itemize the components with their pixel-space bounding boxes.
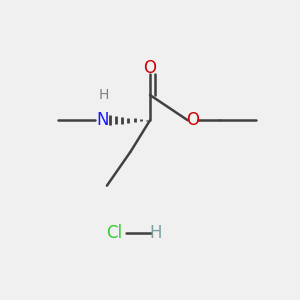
Text: H: H [150,224,162,242]
Text: N: N [96,111,109,129]
Text: Cl: Cl [106,224,122,242]
Text: H: H [99,88,109,102]
Text: O: O [143,59,157,77]
Text: O: O [187,111,200,129]
